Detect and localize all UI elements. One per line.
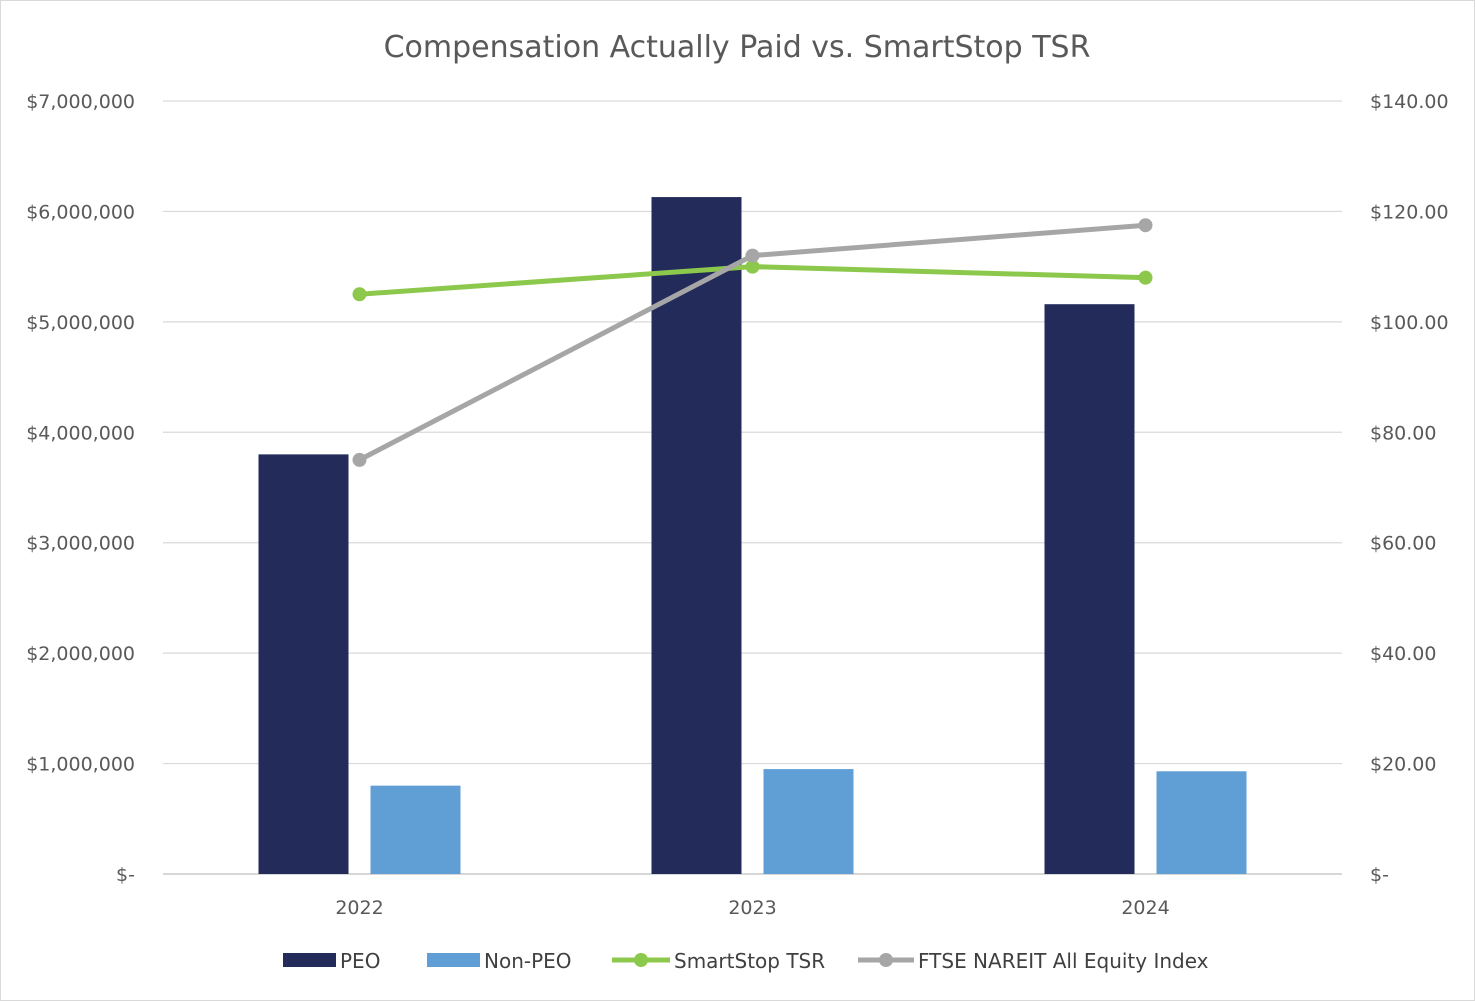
point-smartstop-tsr-2023 [745,259,760,274]
x-tick-label-2023: 2023 [728,897,776,919]
gridlines [163,100,1342,875]
point-smartstop-tsr-2022 [352,287,367,302]
legend-label-non-peo: Non-PEO [484,949,572,973]
legend-marker-smartstop-tsr [634,953,648,967]
left-tick-label: $4,000,000 [26,422,135,444]
chart-title: Compensation Actually Paid vs. SmartStop… [384,30,1091,65]
right-tick-label: $20.00 [1370,754,1436,776]
legend-swatch-non-peo [427,953,480,967]
legend: PEO Non-PEO SmartStop TSR FTSE NAREIT All E… [283,949,1209,973]
right-tick-label: $140.00 [1370,91,1449,113]
bar-peo-2024 [1044,304,1135,874]
left-tick-label: $- [116,864,135,886]
legend-label-ftse-nareit-all-equity-index: FTSE NAREIT All Equity Index [918,949,1209,973]
right-axis-ticks: $- $20.00 $40.00 $60.00 $80.00 $100.00 $120.00… [1370,91,1449,886]
left-tick-label: $2,000,000 [26,643,135,665]
left-tick-label: $7,000,000 [26,91,135,113]
point-smartstop-tsr-2024 [1138,270,1153,285]
legend-label-peo: PEO [340,949,380,973]
bar-peo-2022 [258,454,349,874]
left-tick-label: $6,000,000 [26,201,135,223]
point-ftse-nareit-all-equity-index-2024 [1138,218,1153,233]
right-tick-label: $60.00 [1370,533,1436,555]
legend-marker-ftse-nareit-all-equity-index [879,953,893,967]
point-ftse-nareit-all-equity-index-2022 [352,452,367,467]
legend-label-smartstop-tsr: SmartStop TSR [674,949,825,973]
bar-non-peo-2023 [763,769,854,874]
left-axis-ticks: $- $1,000,000 $2,000,000 $3,000,000 $4,000,0… [26,91,135,886]
bars [258,197,1247,874]
point-ftse-nareit-all-equity-index-2023 [745,248,760,263]
lines [352,218,1153,467]
left-tick-label: $1,000,000 [26,754,135,776]
bar-peo-2023 [651,197,742,874]
left-tick-label: $3,000,000 [26,533,135,555]
legend-swatch-peo [283,953,336,967]
bar-non-peo-2024 [1156,771,1247,874]
bar-non-peo-2022 [370,785,461,874]
x-tick-label-2022: 2022 [335,897,383,919]
x-axis-ticks: 2022 2023 2024 [335,897,1169,919]
x-tick-label-2024: 2024 [1121,897,1169,919]
right-tick-label: $- [1370,864,1389,886]
right-tick-label: $100.00 [1370,312,1449,334]
right-tick-label: $80.00 [1370,422,1436,444]
left-tick-label: $5,000,000 [26,312,135,334]
right-tick-label: $120.00 [1370,201,1449,223]
right-tick-label: $40.00 [1370,643,1436,665]
